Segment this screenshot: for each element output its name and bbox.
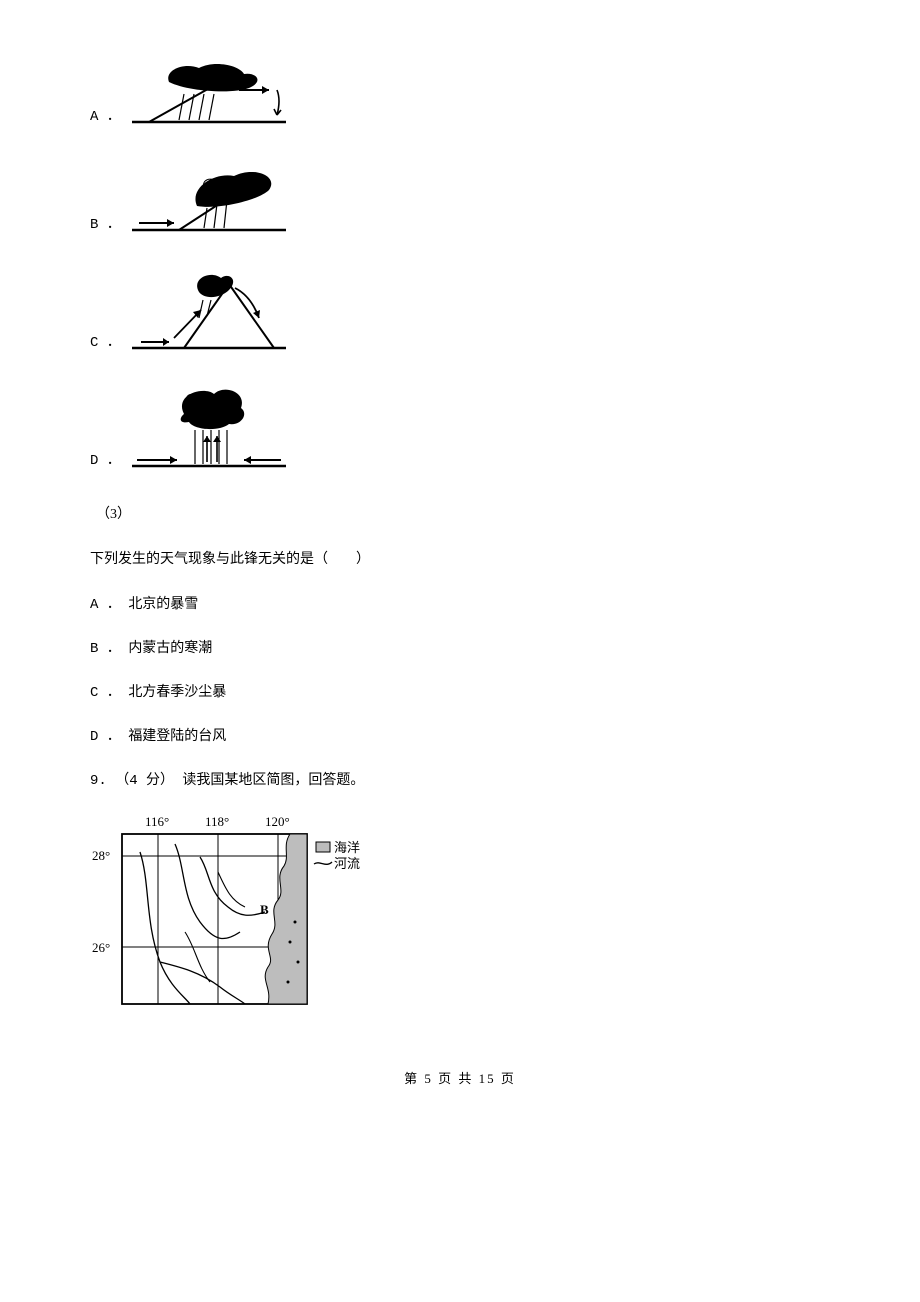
option-b-letter: B ． bbox=[90, 215, 121, 238]
warm-front-diagram-b bbox=[129, 158, 289, 238]
q3-a-text: 北京的暴雪 bbox=[125, 597, 199, 612]
lon-118: 118° bbox=[205, 814, 229, 829]
lon-116: 116° bbox=[145, 814, 169, 829]
q3-d-letter: D ． bbox=[90, 729, 121, 745]
legend-river: 河流 bbox=[334, 856, 360, 871]
option-c-row[interactable]: C ． bbox=[90, 266, 830, 356]
page-footer: 第 5 页 共 15 页 bbox=[90, 1069, 830, 1089]
option-b-row[interactable]: B ． bbox=[90, 158, 830, 238]
q3-c-letter: C ． bbox=[90, 685, 121, 701]
map-point-b: B bbox=[260, 902, 269, 917]
q3-option-b[interactable]: B ． 内蒙古的寒潮 bbox=[90, 638, 830, 660]
q3-b-letter: B ． bbox=[90, 641, 121, 657]
lat-28: 28° bbox=[92, 848, 110, 863]
q9-text: 9. （4 分） 读我国某地区简图，回答题。 bbox=[90, 773, 364, 789]
sub-question-3-label: （3） bbox=[96, 504, 830, 525]
orographic-diagram-c bbox=[129, 266, 289, 356]
q3-c-text: 北方春季沙尘暴 bbox=[125, 685, 227, 700]
cold-front-diagram-a bbox=[129, 60, 289, 130]
legend-ocean: 海洋 bbox=[334, 840, 360, 855]
option-a-row[interactable]: A ． bbox=[90, 60, 830, 130]
q3-option-c[interactable]: C ． 北方春季沙尘暴 bbox=[90, 682, 830, 704]
q3-b-text: 内蒙古的寒潮 bbox=[125, 641, 213, 656]
convective-diagram-d bbox=[129, 384, 289, 474]
option-d-row[interactable]: D ． bbox=[90, 384, 830, 474]
question-9-stem: 9. （4 分） 读我国某地区简图，回答题。 bbox=[90, 770, 830, 792]
q3-option-d[interactable]: D ． 福建登陆的台风 bbox=[90, 726, 830, 748]
option-d-letter: D ． bbox=[90, 451, 121, 474]
q3-a-letter: A ． bbox=[90, 597, 121, 613]
china-region-map: 116° 118° 120° 28° 26° B 海洋 河流 bbox=[90, 812, 830, 1019]
option-c-letter: C ． bbox=[90, 333, 121, 356]
lat-26: 26° bbox=[92, 940, 110, 955]
q3-d-text: 福建登陆的台风 bbox=[125, 729, 227, 744]
lon-120: 120° bbox=[265, 814, 290, 829]
option-a-letter: A ． bbox=[90, 107, 121, 130]
sub-question-3-stem: 下列发生的天气现象与此锋无关的是（ ） bbox=[90, 549, 830, 570]
q3-option-a[interactable]: A ． 北京的暴雪 bbox=[90, 594, 830, 616]
